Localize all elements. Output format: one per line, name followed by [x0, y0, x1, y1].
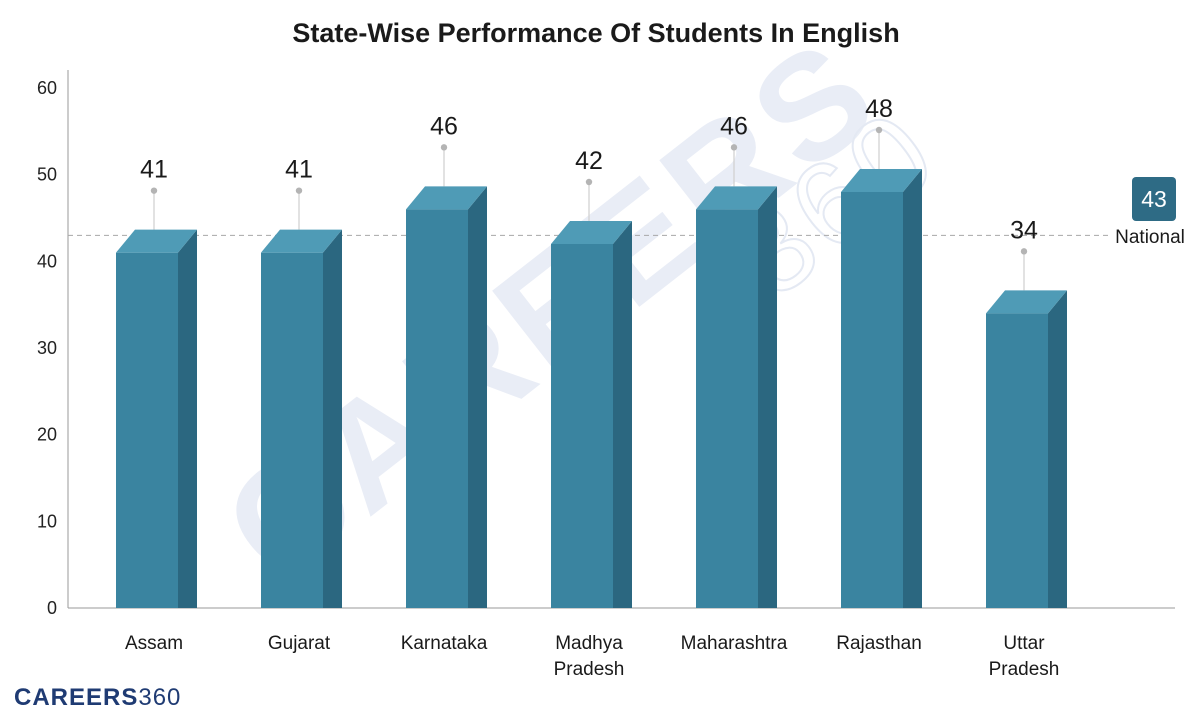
- bar-pin-dot: [875, 126, 883, 134]
- y-tick-label: 50: [37, 165, 57, 185]
- bar: [551, 178, 632, 608]
- bar-front-face: [116, 252, 178, 608]
- national-value-label: 43: [1141, 186, 1167, 212]
- bar-side-face: [613, 221, 632, 608]
- bar-front-face: [551, 244, 613, 608]
- svg-text:CAREERS360: CAREERS360: [14, 684, 181, 711]
- x-category-label: Rajasthan: [836, 633, 922, 654]
- bar-front-face: [406, 209, 468, 609]
- x-category-label: Gujarat: [268, 633, 331, 654]
- value-labels: 41 41 46 42 46 48 34: [140, 95, 1038, 244]
- bar-value-label: 42: [575, 147, 603, 175]
- reference-line-group: 43 National: [68, 177, 1185, 248]
- bar: [986, 248, 1067, 608]
- brand-logo: CAREERS360: [14, 684, 181, 711]
- bar: [261, 187, 342, 608]
- bar-side-face: [758, 186, 777, 609]
- category-labels: Assam Gujarat Karnataka Madhya Pradesh Mahara…: [125, 633, 1059, 680]
- bar-side-face: [468, 186, 487, 609]
- bars: [116, 126, 1067, 609]
- bar: [406, 144, 487, 609]
- bar-pin-dot: [440, 144, 448, 151]
- y-tick-label: 30: [37, 338, 57, 358]
- bar-pin-dot: [150, 187, 158, 194]
- bar-front-face: [986, 313, 1048, 608]
- x-category-label: Maharashtra: [681, 633, 788, 654]
- bar: [841, 126, 922, 608]
- chart-title: State-Wise Performance Of Students In En…: [292, 18, 899, 48]
- bar-side-face: [178, 229, 197, 608]
- bar-pin-dot: [585, 178, 593, 186]
- bar-value-label: 46: [430, 112, 458, 140]
- y-tick-label: 10: [37, 511, 57, 531]
- bar-side-face: [1048, 290, 1067, 608]
- y-tick-label: 20: [37, 425, 57, 445]
- bar-side-face: [323, 229, 342, 608]
- y-tick-label: 60: [37, 78, 57, 98]
- bar-pin-dot: [1020, 248, 1028, 255]
- y-tick-label: 40: [37, 251, 57, 271]
- bar-value-label: 48: [865, 95, 893, 123]
- x-category-label: Madhya Pradesh: [554, 633, 625, 680]
- bar: [116, 187, 197, 608]
- bar-front-face: [696, 209, 758, 609]
- bar-pin-dot: [730, 144, 738, 151]
- bar-value-label: 34: [1010, 216, 1038, 244]
- brand-logo-number: 360: [138, 684, 181, 711]
- bar-front-face: [261, 252, 323, 608]
- national-value-badge: [1132, 177, 1176, 221]
- bar-value-label: 46: [720, 112, 748, 140]
- x-category-label: Assam: [125, 633, 183, 654]
- axes: 0 10 20 30 40 50 60: [37, 70, 1175, 618]
- bar-value-label: 41: [285, 156, 313, 184]
- bar-top-face: [116, 229, 197, 253]
- bar-top-face: [841, 169, 922, 192]
- bar-top-face: [696, 186, 777, 210]
- bar-pin-dot: [295, 187, 303, 194]
- bar: [696, 144, 777, 609]
- x-category-label: Uttar Pradesh: [989, 633, 1060, 680]
- bar-top-face: [986, 290, 1067, 314]
- bar-top-face: [551, 221, 632, 244]
- brand-logo-word: CAREERS: [14, 684, 138, 711]
- x-category-label: Karnataka: [401, 633, 488, 654]
- bar-top-face: [261, 229, 342, 253]
- bar-side-face: [903, 169, 922, 608]
- national-label: National: [1115, 227, 1185, 248]
- bar-top-face: [406, 186, 487, 210]
- bar-value-label: 41: [140, 156, 168, 184]
- bar-front-face: [841, 192, 903, 608]
- y-tick-label: 0: [47, 598, 57, 618]
